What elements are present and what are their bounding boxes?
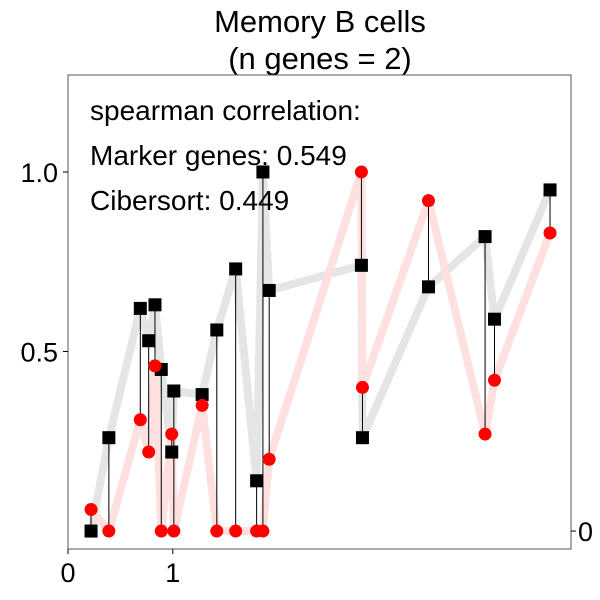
data-point-circle	[167, 524, 181, 538]
data-point-square	[210, 323, 224, 337]
data-point-circle	[421, 194, 435, 208]
data-point-square	[543, 183, 557, 197]
data-point-circle	[256, 524, 270, 538]
data-point-square	[133, 301, 147, 315]
annotation-cibersort: Cibersort: 0.449	[90, 185, 289, 216]
data-point-square	[148, 298, 162, 312]
data-point-square	[142, 334, 156, 348]
data-point-circle	[195, 398, 209, 412]
data-point-circle	[210, 524, 224, 538]
chart-title-line-1: Memory B cells	[214, 4, 426, 39]
data-point-circle	[488, 373, 502, 387]
plot-border	[67, 74, 572, 550]
data-point-square	[262, 283, 276, 297]
data-point-circle	[355, 380, 369, 394]
data-point-square	[355, 431, 369, 445]
data-point-circle	[165, 427, 179, 441]
data-point-circle	[354, 165, 368, 179]
x-tick-label: 1	[165, 558, 180, 588]
data-point-square	[102, 431, 116, 445]
data-point-square	[84, 524, 98, 538]
annotation-heading: spearman correlation:	[90, 95, 361, 126]
data-point-circle	[262, 452, 276, 466]
data-point-square	[250, 474, 264, 488]
series-line-circles	[87, 168, 554, 535]
data-point-circle	[148, 359, 162, 373]
data-point-circle	[154, 524, 168, 538]
data-point-square	[354, 258, 368, 272]
data-point-square	[229, 262, 243, 276]
data-point-circle	[102, 524, 116, 538]
data-point-circle	[84, 503, 98, 516]
annotation-marker-genes: Marker genes: 0.549	[90, 140, 347, 171]
data-point-square	[421, 280, 435, 294]
data-point-square	[256, 165, 270, 179]
data-point-square	[478, 230, 492, 244]
data-point-square	[165, 445, 179, 459]
data-point-square	[488, 312, 502, 326]
data-point-square	[195, 388, 209, 402]
chart-title-line-2: (n genes = 2)	[228, 41, 412, 76]
y-tick-label: 0.5	[20, 338, 58, 368]
data-point-circle	[133, 413, 147, 427]
data-point-circle	[229, 524, 243, 538]
data-point-circle	[543, 226, 557, 240]
x-tick-label: 0	[60, 558, 75, 588]
data-point-circle	[478, 427, 492, 441]
right-tick-label: 0	[578, 517, 593, 547]
y-tick-label: 1.0	[20, 158, 58, 188]
data-point-circle	[142, 445, 156, 459]
data-point-square	[167, 384, 181, 398]
